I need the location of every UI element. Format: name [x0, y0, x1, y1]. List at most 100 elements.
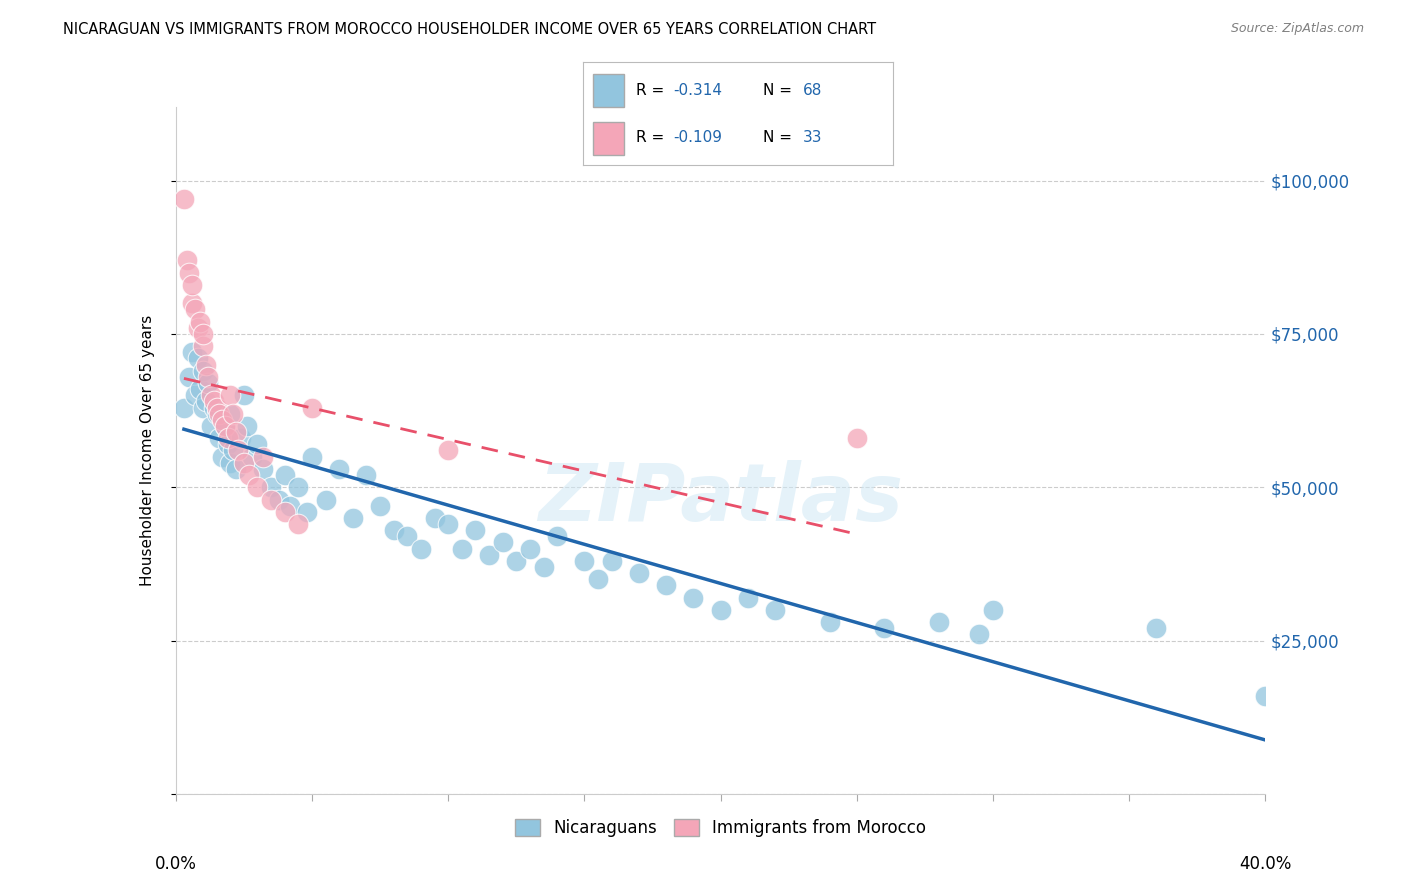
Point — [450, 541, 472, 556]
Text: -0.314: -0.314 — [673, 83, 723, 97]
Point — [197, 369, 219, 384]
Point — [191, 364, 214, 378]
Point — [274, 505, 297, 519]
Point — [301, 401, 323, 415]
Point — [505, 554, 527, 568]
FancyBboxPatch shape — [593, 122, 624, 155]
Text: 68: 68 — [803, 83, 823, 97]
Point — [627, 566, 650, 580]
Point — [287, 480, 309, 494]
Point — [186, 351, 209, 366]
Point — [287, 516, 309, 531]
Point — [225, 462, 247, 476]
Point — [238, 467, 260, 482]
Point — [278, 499, 301, 513]
Point — [492, 535, 515, 549]
Point — [217, 437, 239, 451]
Point — [200, 418, 222, 433]
Point — [181, 296, 204, 310]
Point — [1254, 689, 1277, 703]
Point — [208, 431, 231, 445]
Point — [173, 192, 195, 206]
Point — [231, 431, 253, 445]
Point — [818, 615, 841, 630]
Point — [214, 418, 236, 433]
Point — [252, 450, 274, 464]
Point — [437, 516, 460, 531]
Point — [301, 450, 323, 464]
Point — [222, 407, 245, 421]
Point — [217, 431, 239, 445]
Point — [763, 603, 786, 617]
Point — [222, 443, 245, 458]
Point — [981, 603, 1004, 617]
Point — [368, 499, 391, 513]
Point — [437, 443, 460, 458]
Point — [208, 407, 231, 421]
Point — [845, 431, 868, 445]
Point — [519, 541, 541, 556]
Point — [382, 523, 405, 537]
Point — [873, 621, 896, 635]
Point — [423, 511, 446, 525]
Point — [205, 401, 228, 415]
Point — [586, 572, 609, 586]
Text: 33: 33 — [803, 130, 823, 145]
Y-axis label: Householder Income Over 65 years: Householder Income Over 65 years — [141, 315, 155, 586]
Point — [295, 505, 318, 519]
Point — [655, 578, 678, 592]
Point — [546, 529, 568, 543]
Point — [225, 425, 247, 439]
Point — [342, 511, 364, 525]
Point — [240, 450, 263, 464]
Point — [194, 394, 217, 409]
Point — [194, 358, 217, 372]
Text: R =: R = — [636, 130, 669, 145]
Point — [235, 418, 257, 433]
Point — [202, 401, 225, 415]
Point — [184, 388, 207, 402]
Point — [173, 401, 195, 415]
Point — [260, 480, 283, 494]
Point — [202, 394, 225, 409]
Point — [188, 382, 211, 396]
Text: N =: N = — [763, 83, 797, 97]
Point — [191, 326, 214, 341]
Point — [200, 388, 222, 402]
Legend: Nicaraguans, Immigrants from Morocco: Nicaraguans, Immigrants from Morocco — [509, 813, 932, 844]
Text: N =: N = — [763, 130, 797, 145]
Point — [274, 467, 297, 482]
Point — [186, 320, 209, 334]
Point — [179, 369, 201, 384]
Point — [928, 615, 950, 630]
Point — [356, 467, 378, 482]
Point — [191, 401, 214, 415]
Point — [219, 407, 242, 421]
FancyBboxPatch shape — [593, 74, 624, 106]
Text: 40.0%: 40.0% — [1239, 855, 1292, 873]
Point — [315, 492, 337, 507]
Point — [260, 492, 283, 507]
Text: R =: R = — [636, 83, 669, 97]
Point — [1144, 621, 1167, 635]
Point — [197, 376, 219, 390]
Point — [184, 302, 207, 317]
Point — [191, 339, 214, 353]
Point — [533, 560, 555, 574]
Point — [246, 480, 269, 494]
Text: ZIPatlas: ZIPatlas — [538, 459, 903, 538]
Point — [179, 266, 201, 280]
Text: Source: ZipAtlas.com: Source: ZipAtlas.com — [1230, 22, 1364, 36]
Point — [232, 388, 254, 402]
Point — [574, 554, 596, 568]
Point — [205, 407, 228, 421]
Point — [396, 529, 419, 543]
Point — [188, 315, 211, 329]
Point — [176, 253, 198, 268]
Point — [682, 591, 704, 605]
Point — [246, 437, 269, 451]
Point — [181, 345, 204, 359]
Point — [219, 456, 242, 470]
Point — [228, 443, 250, 458]
Point — [478, 548, 501, 562]
